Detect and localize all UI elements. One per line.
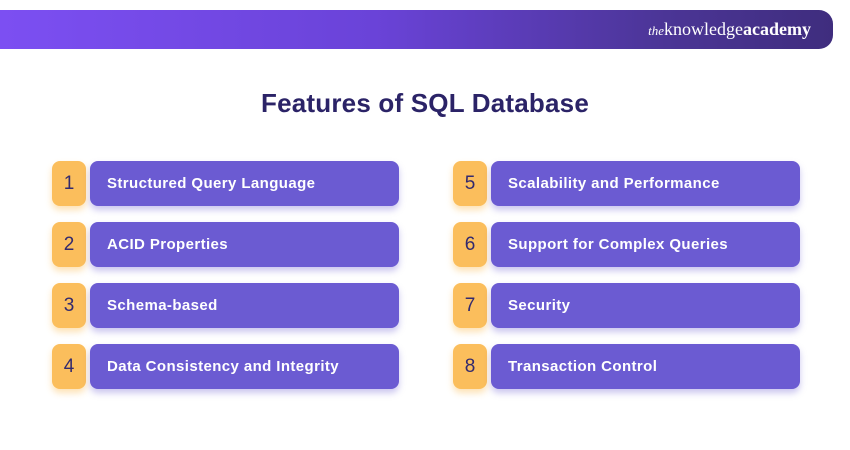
feature-label-bar: Structured Query Language <box>90 161 399 206</box>
page-title: Features of SQL Database <box>261 88 589 118</box>
knowledge-academy-logo: theknowledgeacademy <box>648 19 811 40</box>
feature-label-bar: ACID Properties <box>90 222 399 267</box>
feature-label-bar: Support for Complex Queries <box>491 222 800 267</box>
feature-item: 1 Structured Query Language <box>52 161 399 206</box>
feature-label-bar: Data Consistency and Integrity <box>90 344 399 389</box>
feature-number-badge: 3 <box>52 283 86 328</box>
logo-academy: academy <box>743 19 811 39</box>
feature-label-bar: Transaction Control <box>491 344 800 389</box>
feature-number-badge: 7 <box>453 283 487 328</box>
features-right-column: 5 Scalability and Performance 6 Support … <box>453 161 800 389</box>
features-grid: 1 Structured Query Language 2 ACID Prope… <box>52 161 800 389</box>
feature-number-badge: 4 <box>52 344 86 389</box>
feature-item: 6 Support for Complex Queries <box>453 222 800 267</box>
feature-label-bar: Schema-based <box>90 283 399 328</box>
feature-label-bar: Security <box>491 283 800 328</box>
feature-number-badge: 1 <box>52 161 86 206</box>
feature-item: 4 Data Consistency and Integrity <box>52 344 399 389</box>
feature-item: 3 Schema-based <box>52 283 399 328</box>
feature-item: 7 Security <box>453 283 800 328</box>
feature-label-bar: Scalability and Performance <box>491 161 800 206</box>
feature-number-badge: 6 <box>453 222 487 267</box>
logo-the: the <box>648 23 665 38</box>
feature-item: 5 Scalability and Performance <box>453 161 800 206</box>
feature-number-badge: 8 <box>453 344 487 389</box>
feature-item: 8 Transaction Control <box>453 344 800 389</box>
logo-knowledge: knowledge <box>664 19 744 39</box>
features-left-column: 1 Structured Query Language 2 ACID Prope… <box>52 161 399 389</box>
feature-number-badge: 5 <box>453 161 487 206</box>
header-bar: theknowledgeacademy <box>0 10 833 49</box>
feature-item: 2 ACID Properties <box>52 222 399 267</box>
feature-number-badge: 2 <box>52 222 86 267</box>
